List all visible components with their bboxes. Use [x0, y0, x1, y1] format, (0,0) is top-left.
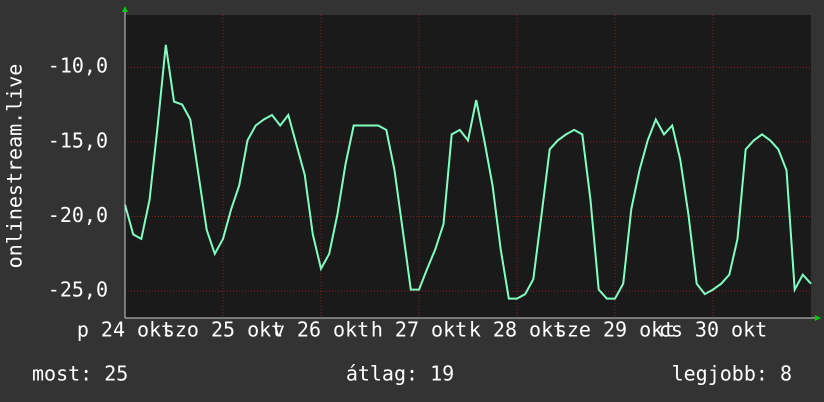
x-tick-label: p 24 okt: [77, 318, 173, 342]
y-axis-label: onlinestream.live: [3, 64, 27, 269]
y-tick-label: -25,0: [48, 278, 108, 302]
x-tick-label: sze 29 okt: [555, 318, 675, 342]
x-tick-label: v 26 okt: [273, 318, 369, 342]
marks: [124, 44, 812, 300]
stat-max: legjobb: 8: [672, 362, 792, 386]
y-tick-label: -15,0: [48, 128, 108, 152]
x-tick-label: cs 30 okt: [659, 318, 767, 342]
y-tick-label: -10,0: [48, 54, 108, 78]
y-tick-label: -20,0: [48, 203, 108, 227]
axis-arrow: [122, 6, 128, 12]
stat-current: most: 25: [32, 362, 128, 386]
x-tick-label: h 27 okt: [371, 318, 467, 342]
axis-arrow: [815, 315, 821, 321]
x-tick-label: k 28 okt: [469, 318, 565, 342]
plot-area: [125, 15, 811, 318]
x-tick-label: szo 25 okt: [163, 318, 283, 342]
stat-average: átlag: 19: [346, 362, 454, 386]
data-line: [124, 44, 812, 300]
